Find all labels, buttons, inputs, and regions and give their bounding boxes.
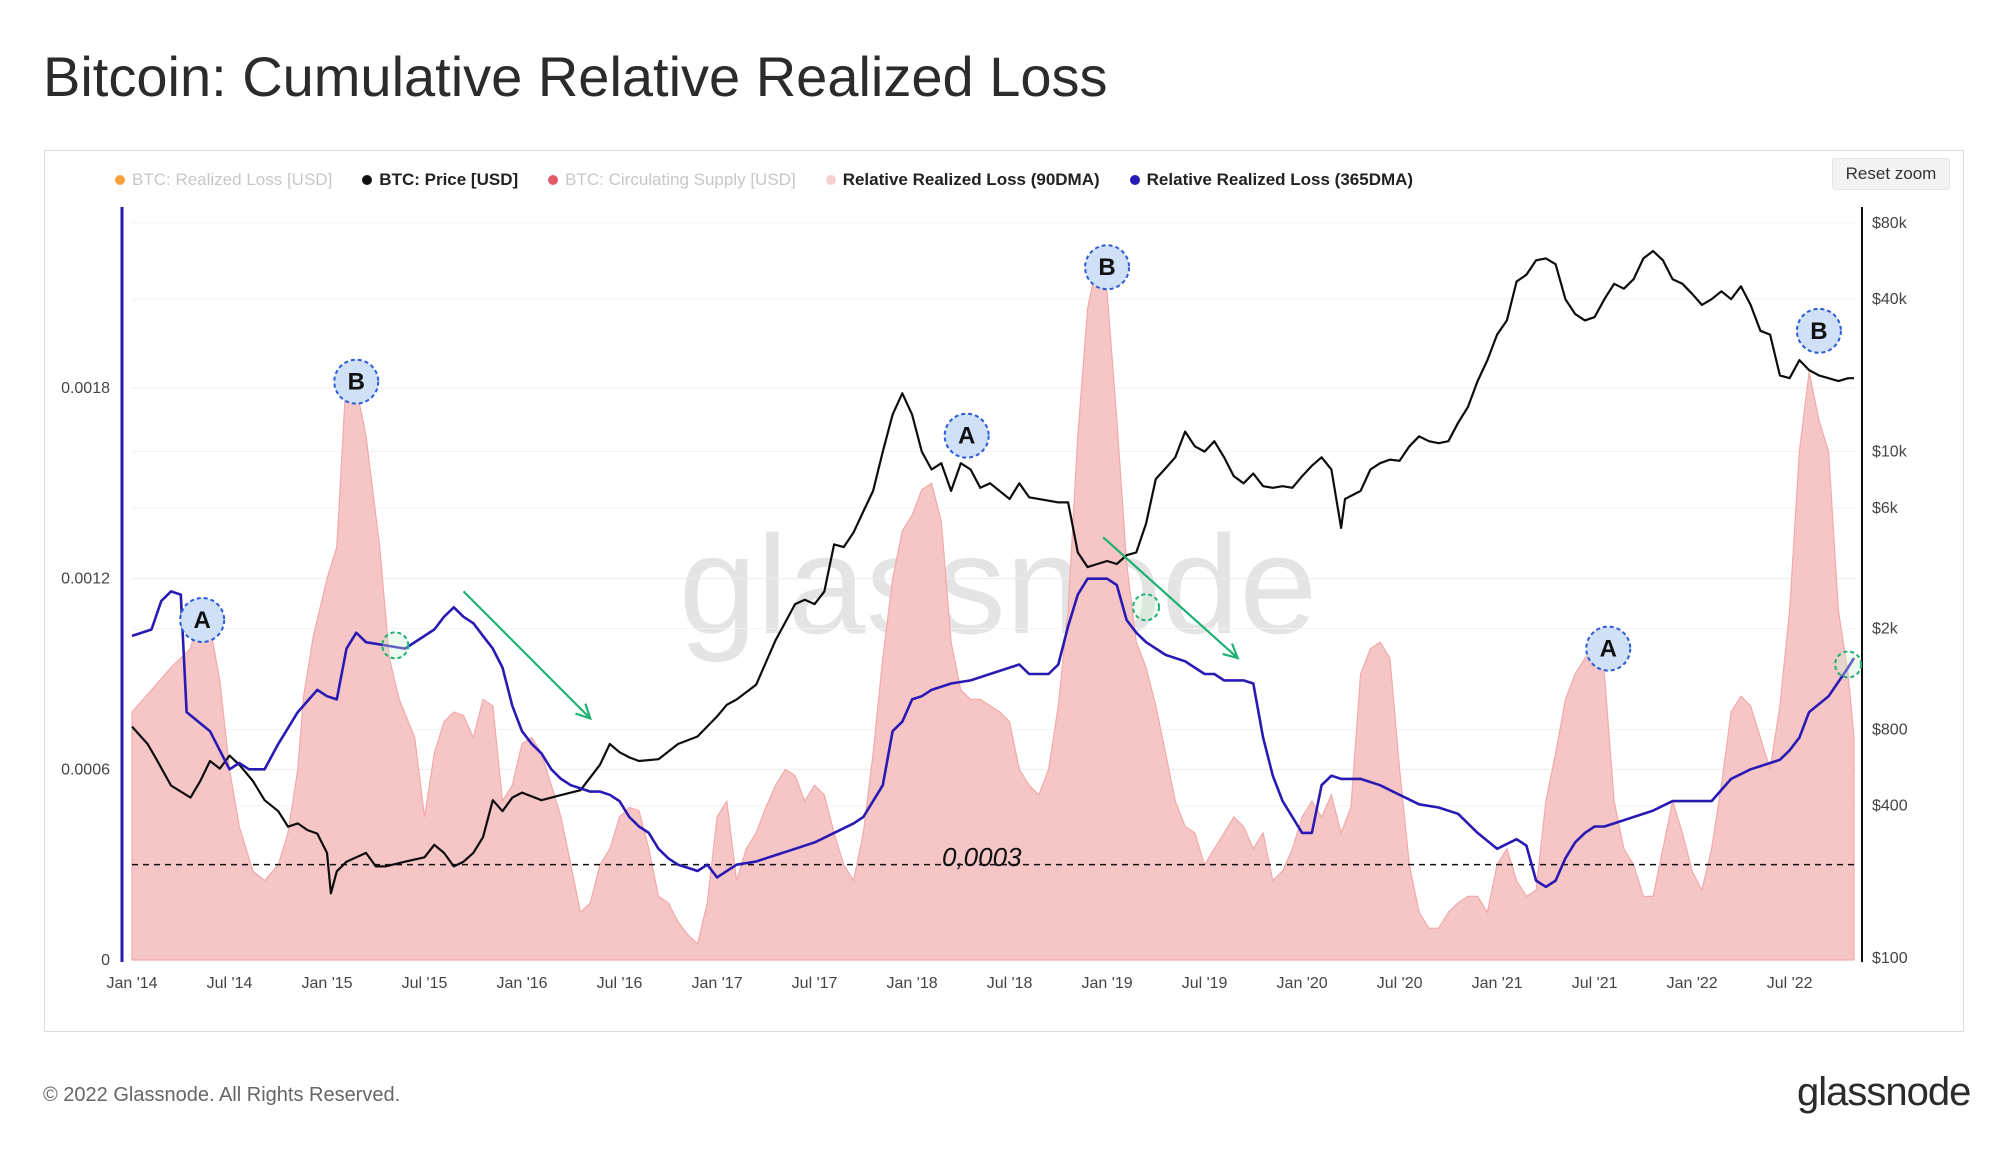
- x-tick-label: Jan '15: [301, 975, 352, 992]
- trend-arrow-head-icon: [1222, 643, 1240, 660]
- annotation-marker: [1795, 307, 1842, 354]
- chart-frame: [44, 150, 1964, 1032]
- legend-item-price[interactable]: BTC: Price [USD]: [362, 170, 518, 190]
- crossover-marker-icon: [381, 631, 410, 660]
- x-tick-label: Jan '21: [1472, 975, 1523, 992]
- watermark: glassnode: [679, 506, 1317, 663]
- y-right-tick-label: $400: [1872, 798, 1908, 815]
- y-right-tick-label: $100: [1872, 950, 1908, 967]
- x-tick-label: Jul '19: [1182, 975, 1228, 992]
- annotation-marker: [1585, 625, 1632, 672]
- annotation-label: A: [1600, 636, 1617, 663]
- x-tick-label: Jul '14: [207, 975, 253, 992]
- rrl-365dma-line: [131, 577, 1856, 889]
- price-series: [131, 249, 1854, 895]
- legend-label: BTC: Realized Loss [USD]: [132, 170, 333, 189]
- y-right-tick-label: $40k: [1872, 291, 1908, 308]
- y-left-tick-label: 0.0012: [61, 571, 110, 588]
- legend-dot-icon: [362, 175, 373, 185]
- x-tick-label: Jul '15: [402, 975, 448, 992]
- threshold-label: 0,0003: [942, 842, 1022, 872]
- y-left-tick-label: 0: [101, 952, 110, 969]
- legend-label: BTC: Price [USD]: [379, 170, 519, 189]
- annotation-label: B: [1098, 254, 1115, 281]
- x-tick-label: Jan '19: [1082, 975, 1133, 992]
- legend-label: BTC: Circulating Supply [USD]: [565, 170, 796, 189]
- trend-arrow-head-icon: [575, 703, 593, 721]
- threshold: 0,0003: [132, 842, 1856, 872]
- legend-label: Relative Realized Loss (365DMA): [1146, 170, 1414, 189]
- x-tick-label: Jan '16: [496, 975, 547, 992]
- x-tick-label: Jan '22: [1667, 975, 1718, 992]
- trend-arrow-line: [1102, 536, 1239, 659]
- x-tick-label: Jan '18: [887, 975, 938, 992]
- annotation-label: A: [958, 423, 975, 450]
- x-tick-label: Jul '20: [1377, 975, 1423, 992]
- x-tick-label: Jul '16: [597, 975, 643, 992]
- legend-dot-icon: [1129, 175, 1140, 185]
- annotation-marker: [179, 596, 226, 643]
- annotation-marker: [1084, 244, 1131, 291]
- legend-item-rrl-90dma[interactable]: Relative Realized Loss (90DMA): [825, 170, 1100, 190]
- annotation-label: B: [348, 369, 365, 396]
- price-line: [131, 249, 1854, 895]
- page-title: Bitcoin: Cumulative Relative Realized Lo…: [43, 45, 1108, 108]
- glassnode-logo: glassnode: [1797, 1070, 1971, 1114]
- legend-item-rrl-365dma[interactable]: Relative Realized Loss (365DMA): [1129, 170, 1414, 190]
- y-left-tick-label: 0.0018: [61, 380, 110, 397]
- axes: 0 0.0006 0.0012 0.0018 $100 $400 $800 $2k $6k $10…: [61, 207, 1908, 992]
- annotation-label: B: [1810, 318, 1827, 345]
- legend-dot-icon: [548, 175, 559, 185]
- legend-dot-icon: [825, 175, 836, 185]
- x-tick-label: Jan '17: [692, 975, 743, 992]
- rrl-365dma-series: [131, 577, 1856, 889]
- watermark-text: glassnode: [679, 506, 1317, 663]
- y-right-tick-label: $2k: [1872, 621, 1899, 638]
- crossover-marker-icon: [1132, 593, 1161, 622]
- y-right-tick-label: $800: [1872, 721, 1908, 738]
- x-tick-label: Jul '21: [1572, 975, 1618, 992]
- legend-dot-icon: [115, 175, 125, 185]
- x-tick-label: Jul '22: [1767, 975, 1813, 992]
- legend-item-realized-loss[interactable]: BTC: Realized Loss [USD]: [115, 170, 332, 190]
- copyright: © 2022 Glassnode. All Rights Reserved.: [43, 1084, 401, 1106]
- reset-zoom-button[interactable]: Reset zoom: [1832, 158, 1950, 190]
- annotation-markers: A B A B A B: [179, 244, 1863, 679]
- y-right-tick-label: $10k: [1872, 444, 1908, 461]
- annotation-marker: [333, 358, 380, 405]
- annotation-label: A: [194, 607, 211, 634]
- y-left-tick-label: 0.0006: [61, 761, 110, 778]
- x-tick-label: Jan '14: [106, 975, 157, 992]
- y-right-tick-label: $6k: [1872, 500, 1899, 517]
- legend: BTC: Realized Loss [USD] BTC: Price [USD…: [115, 168, 1443, 192]
- y-right-tick-label: $80k: [1872, 215, 1908, 232]
- trend-arrow-line: [462, 590, 592, 720]
- crossover-marker-icon: [1834, 650, 1863, 679]
- annotation-marker: [943, 412, 990, 459]
- trend-arrows: [462, 536, 1240, 721]
- x-tick-label: Jul '17: [792, 975, 838, 992]
- legend-item-circulating-supply[interactable]: BTC: Circulating Supply [USD]: [548, 170, 796, 190]
- legend-label: Relative Realized Loss (90DMA): [842, 170, 1100, 189]
- x-tick-label: Jan '20: [1277, 975, 1328, 992]
- x-tick-label: Jul '18: [987, 975, 1033, 992]
